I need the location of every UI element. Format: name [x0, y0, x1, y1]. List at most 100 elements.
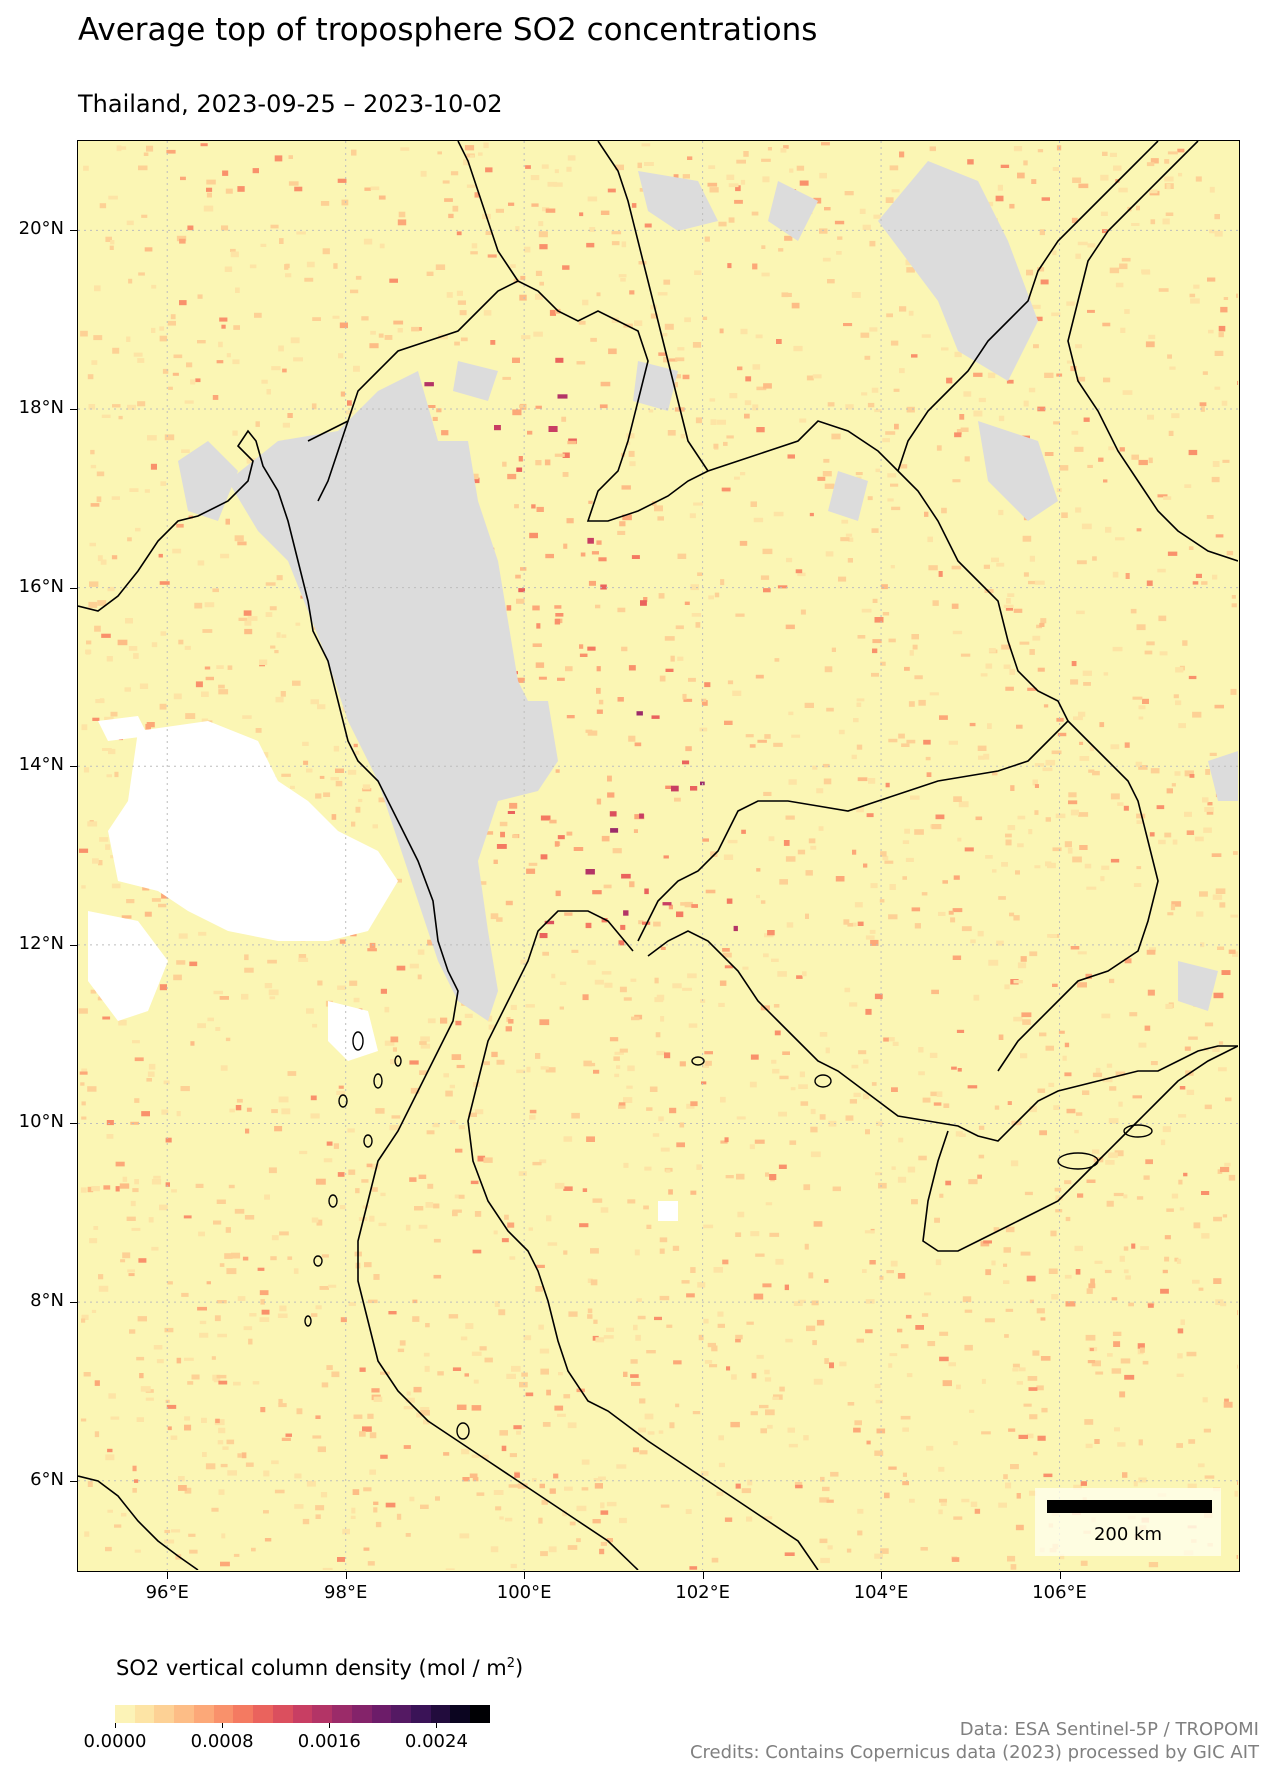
- so2-pixel: [722, 1259, 729, 1265]
- so2-pixel: [623, 910, 629, 916]
- so2-pixel: [362, 784, 371, 790]
- so2-pixel: [390, 1036, 399, 1043]
- so2-pixel: [844, 987, 851, 993]
- so2-pixel: [954, 351, 962, 358]
- so2-pixel: [822, 1486, 830, 1492]
- so2-pixel: [953, 1516, 963, 1520]
- so2-pixel: [1074, 446, 1084, 452]
- so2-pixel: [1026, 1275, 1036, 1282]
- so2-pixel: [762, 176, 770, 183]
- so2-pixel: [888, 1037, 895, 1042]
- so2-pixel: [508, 1019, 514, 1024]
- so2-pixel: [805, 913, 809, 919]
- so2-pixel: [847, 923, 854, 927]
- so2-pixel: [740, 179, 746, 185]
- so2-pixel: [495, 1506, 502, 1511]
- so2-pixel: [657, 292, 668, 296]
- so2-pixel: [1202, 797, 1209, 803]
- so2-pixel: [225, 188, 233, 194]
- so2-pixel: [600, 1510, 609, 1515]
- so2-pixel: [452, 1367, 462, 1371]
- so2-pixel: [330, 777, 339, 781]
- so2-pixel: [1017, 172, 1025, 179]
- longitude-tick-label: 102°E: [675, 1582, 730, 1603]
- so2-pixel: [1013, 1016, 1023, 1022]
- latitude-tick-label: 10°N: [18, 1111, 64, 1133]
- so2-pixel: [864, 1230, 875, 1234]
- so2-pixel: [1083, 417, 1090, 422]
- so2-pixel: [378, 1222, 387, 1227]
- so2-pixel: [934, 1217, 940, 1223]
- so2-pixel: [549, 309, 556, 316]
- so2-pixel: [1100, 174, 1109, 181]
- so2-pixel: [225, 518, 230, 525]
- so2-pixel: [799, 418, 807, 423]
- so2-pixel: [180, 176, 186, 181]
- so2-pixel: [1017, 843, 1024, 848]
- so2-pixel: [535, 293, 543, 300]
- so2-pixel: [969, 1409, 975, 1413]
- so2-pixel: [956, 1384, 961, 1390]
- so2-pixel: [1221, 400, 1228, 406]
- so2-pixel: [158, 553, 163, 558]
- so2-pixel: [689, 513, 696, 519]
- so2-pixel: [891, 189, 900, 193]
- so2-pixel: [409, 1060, 419, 1065]
- so2-pixel: [183, 1215, 192, 1219]
- so2-pixel: [198, 931, 207, 936]
- so2-pixel: [259, 1317, 270, 1322]
- so2-pixel: [1051, 1294, 1059, 1300]
- so2-pixel: [853, 1092, 861, 1097]
- so2-pixel: [557, 677, 565, 681]
- so2-pixel: [98, 860, 103, 866]
- so2-pixel: [294, 186, 303, 192]
- so2-pixel: [1123, 1269, 1129, 1274]
- so2-pixel: [437, 1371, 444, 1376]
- colorbar: [115, 1705, 490, 1723]
- so2-pixel: [883, 1037, 889, 1042]
- so2-pixel: [1166, 788, 1173, 794]
- so2-pixel: [78, 1008, 88, 1014]
- so2-pixel: [1050, 1230, 1057, 1237]
- colorbar-swatch: [430, 1705, 451, 1723]
- so2-pixel: [1037, 149, 1044, 153]
- so2-pixel: [281, 1437, 291, 1441]
- so2-pixel: [241, 993, 249, 1000]
- so2-pixel: [315, 1505, 325, 1511]
- so2-pixel: [1037, 267, 1045, 272]
- so2-pixel: [813, 1378, 823, 1385]
- so2-pixel: [1027, 1433, 1034, 1439]
- so2-pixel: [285, 273, 292, 278]
- so2-pixel: [983, 1240, 992, 1244]
- so2-pixel: [452, 1210, 458, 1217]
- so2-pixel: [181, 449, 190, 453]
- so2-pixel: [669, 1107, 677, 1114]
- so2-pixel: [1164, 176, 1174, 182]
- so2-pixel: [796, 165, 805, 171]
- so2-pixel: [682, 760, 690, 765]
- so2-pixel: [159, 703, 167, 710]
- so2-pixel: [495, 208, 504, 213]
- so2-pixel: [1223, 1401, 1233, 1408]
- longitude-tick-label: 96°E: [145, 1582, 189, 1603]
- so2-pixel: [1178, 172, 1183, 177]
- so2-pixel: [170, 1435, 178, 1440]
- so2-pixel: [1092, 1072, 1103, 1078]
- so2-pixel: [882, 855, 889, 861]
- so2-pixel: [347, 400, 352, 406]
- so2-pixel: [914, 675, 923, 680]
- so2-pixel: [735, 1232, 742, 1237]
- so2-pixel: [219, 317, 228, 322]
- so2-pixel: [427, 1018, 436, 1024]
- so2-pixel: [724, 965, 734, 969]
- so2-pixel: [1115, 282, 1124, 288]
- so2-pixel: [844, 191, 854, 196]
- so2-pixel: [795, 1484, 803, 1489]
- so2-pixel: [902, 876, 907, 880]
- so2-pixel: [745, 376, 752, 382]
- latitude-tick-label: 16°N: [18, 575, 64, 597]
- so2-pixel: [277, 1313, 288, 1318]
- so2-pixel: [785, 624, 795, 630]
- so2-pixel: [619, 521, 626, 527]
- so2-pixel: [1079, 845, 1088, 850]
